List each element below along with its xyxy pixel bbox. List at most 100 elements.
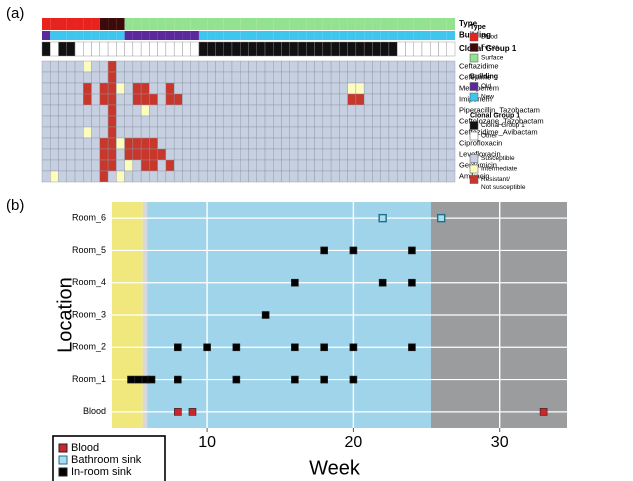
heatmap-cell xyxy=(223,159,233,172)
heatmap-cell xyxy=(330,148,340,161)
row-label: Ceftolozane_Tazobactam xyxy=(459,116,544,125)
heatmap-cell xyxy=(240,71,249,84)
heatmap-cell xyxy=(107,115,117,128)
heatmap-cell xyxy=(215,82,224,95)
heatmap-cell xyxy=(157,115,167,128)
heatmap-cell xyxy=(248,18,257,30)
heatmap-cell xyxy=(231,18,241,30)
heatmap-cell xyxy=(289,126,299,139)
heatmap-cell xyxy=(289,170,299,183)
heatmap-cell xyxy=(50,60,59,73)
heatmap-cell xyxy=(421,115,431,128)
heatmap-cell xyxy=(231,60,241,73)
heatmap-cell xyxy=(355,71,365,84)
heatmap-cell xyxy=(240,41,249,57)
heatmap-cell xyxy=(446,41,456,57)
heatmap-cell xyxy=(289,71,299,84)
heatmap-cell xyxy=(58,137,67,150)
legend-label: Feces xyxy=(481,44,499,51)
y-tick-label: Room_2 xyxy=(72,342,106,352)
point xyxy=(349,246,358,255)
heatmap-cell xyxy=(231,115,241,128)
heatmap-cell xyxy=(322,41,332,57)
heatmap-cell xyxy=(322,82,332,95)
legend-title: Clonal Group 1 xyxy=(470,112,520,119)
heatmap-cell xyxy=(116,126,125,139)
heatmap-cell xyxy=(421,126,431,139)
heatmap-cell xyxy=(438,104,447,117)
heatmap-cell xyxy=(413,82,423,95)
heatmap-cell xyxy=(116,148,125,161)
heatmap-cell xyxy=(149,126,158,139)
legend-label: Other xyxy=(481,133,498,140)
legend-swatch xyxy=(469,131,479,141)
heatmap-cell xyxy=(50,82,59,95)
heatmap-cell xyxy=(297,159,307,172)
heatmap-cell xyxy=(66,60,76,73)
heatmap-cell xyxy=(314,60,324,73)
heatmap-cell xyxy=(289,115,299,128)
heatmap-cell xyxy=(273,18,282,30)
heatmap-cell xyxy=(363,148,373,161)
heatmap-cell xyxy=(66,159,76,172)
heatmap-cell xyxy=(380,93,390,106)
heatmap-cell xyxy=(330,159,340,172)
heatmap-cell xyxy=(99,18,109,30)
heatmap-cell xyxy=(173,71,183,84)
heatmap-cell xyxy=(116,104,125,117)
heatmap-cell xyxy=(281,31,290,40)
heatmap-cell xyxy=(198,60,208,73)
heatmap-cell xyxy=(108,18,117,30)
heatmap-cell xyxy=(50,115,59,128)
heatmap-cell xyxy=(240,104,249,117)
heatmap-cell xyxy=(190,126,200,139)
heatmap-cell xyxy=(413,159,423,172)
heatmap-cell xyxy=(413,148,423,161)
heatmap-cell xyxy=(231,41,241,57)
heatmap-cell xyxy=(182,115,191,128)
heatmap-cell xyxy=(438,71,447,84)
heatmap-cell xyxy=(264,82,274,95)
heatmap-cell xyxy=(140,41,150,57)
heatmap-cell xyxy=(198,159,208,172)
heatmap-cell xyxy=(124,18,133,30)
heatmap-cell xyxy=(215,170,224,183)
heatmap-cell xyxy=(438,93,447,106)
heatmap-cell xyxy=(206,148,216,161)
heatmap-cell xyxy=(372,126,381,139)
heatmap-cell xyxy=(430,60,439,73)
heatmap-cell xyxy=(74,93,84,106)
heatmap-cell xyxy=(173,82,183,95)
heatmap-cell xyxy=(372,159,381,172)
heatmap-cell xyxy=(124,115,134,128)
heatmap-cell xyxy=(74,115,84,128)
heatmap-cell xyxy=(289,148,299,161)
point xyxy=(378,278,387,287)
heatmap-cell xyxy=(50,41,59,57)
point xyxy=(147,375,156,384)
heatmap-cell xyxy=(99,159,109,172)
heatmap-cell xyxy=(264,93,274,106)
heatmap-cell xyxy=(314,126,324,139)
heatmap-cell xyxy=(240,170,249,183)
heatmap-cell xyxy=(256,170,266,183)
heatmap-cell xyxy=(174,31,183,40)
heatmap-cell xyxy=(306,93,315,106)
heatmap-cell xyxy=(66,115,76,128)
heatmap-cell xyxy=(322,31,332,40)
heatmap-cell xyxy=(215,126,224,139)
heatmap-cell xyxy=(273,60,282,73)
heatmap-cell xyxy=(206,126,216,139)
heatmap-cell xyxy=(330,71,340,84)
heatmap-cell xyxy=(215,148,224,161)
heatmap-cell xyxy=(355,104,365,117)
heatmap-cell xyxy=(396,137,406,150)
panel-label: (b) xyxy=(6,197,24,214)
heatmap-cell xyxy=(99,126,109,139)
heatmap-cell xyxy=(388,115,398,128)
legend-label: Intermediate xyxy=(481,166,518,173)
heatmap-cell xyxy=(215,18,224,30)
heatmap-cell xyxy=(405,148,414,161)
heatmap-cell xyxy=(107,82,117,95)
